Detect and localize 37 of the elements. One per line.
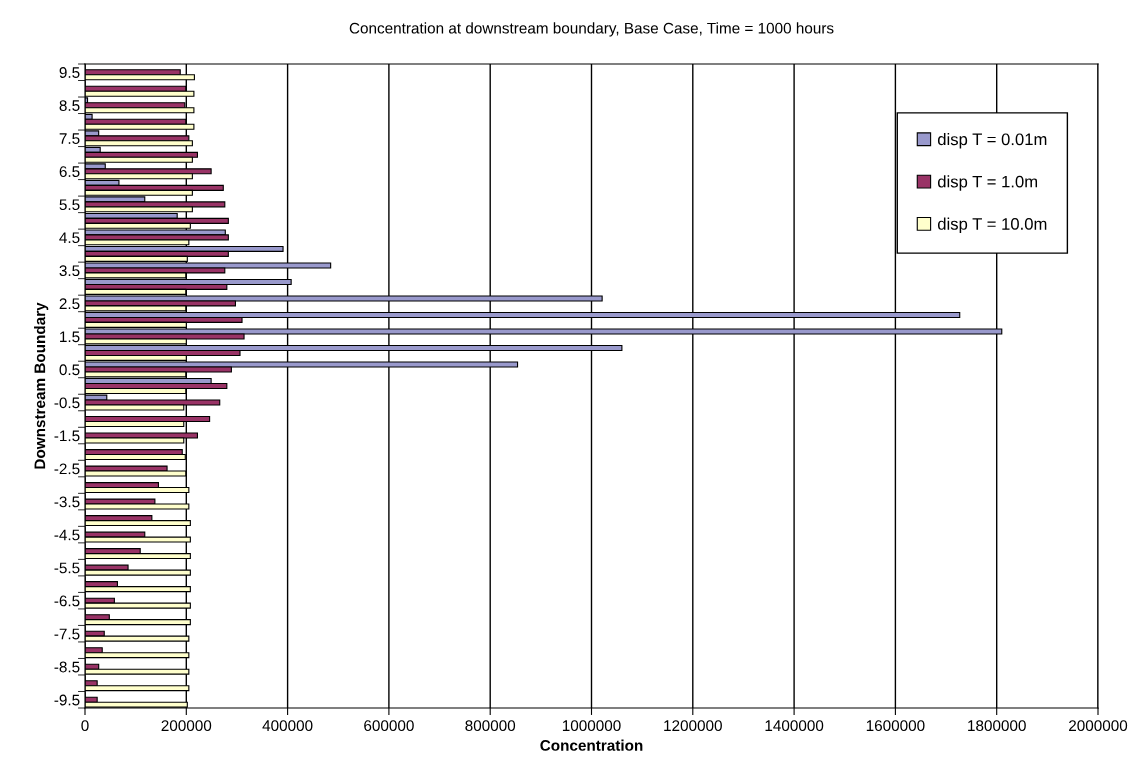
legend-label: disp T = 0.01m [937,132,1047,149]
y-tick-label: 3.5 [59,265,80,277]
y-tick-label: -7.5 [54,628,80,640]
y-tick-label: 5.5 [59,199,80,211]
y-tick-label: 8.5 [59,100,80,111]
x-tick-label: 0 [81,720,89,732]
legend-label: disp T = 10.0m [937,217,1047,234]
y-tick-label: -8.5 [54,661,80,673]
x-tick-label: 1800000 [968,720,1026,732]
y-tick-label: -6.5 [54,595,80,607]
y-tick-label: 6.5 [59,166,80,178]
y-axis-title: Downstream Boundary [34,302,49,469]
y-tick-label: 2.5 [59,298,80,310]
x-tick-label: 800000 [465,720,516,732]
y-tick-label: -3.5 [54,496,80,508]
y-tick-label: 9.5 [59,67,80,78]
y-tick-label: 4.5 [59,232,80,244]
x-tick-label: 2000000 [1069,720,1128,732]
y-tick-label: -0.5 [54,397,80,409]
x-tick-label: 200000 [161,720,212,732]
x-axis-title: Concentration [540,739,643,751]
x-tick-label: 1000000 [562,720,621,732]
legend-label: disp T = 1.0m [937,175,1038,191]
x-tick-label: 1200000 [664,720,722,732]
x-tick-label: 400000 [262,720,313,732]
y-tick-label: -5.5 [54,562,80,574]
x-tick-label: 600000 [364,720,414,732]
y-tick-label: 7.5 [59,133,80,144]
y-tick-label: -2.5 [54,463,80,475]
y-tick-label: -1.5 [54,430,80,442]
y-tick-label: -9.5 [54,694,80,706]
y-tick-label: 0.5 [59,364,80,376]
x-tick-label: 1400000 [765,720,824,732]
y-tick-label: 1.5 [60,331,80,343]
chart-title: Concentration at downstream boundary, Base Case, Time = 1000 hours [349,22,834,37]
y-tick-label: -4.5 [54,529,80,541]
x-tick-label: 1600000 [866,720,925,732]
